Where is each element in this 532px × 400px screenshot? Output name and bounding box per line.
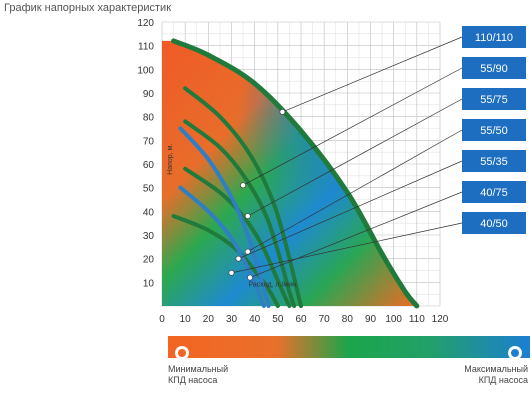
y-tick-label: 10: [143, 278, 155, 289]
legend-box: [462, 119, 526, 141]
max-efficiency-label-line1: Максимальный: [464, 364, 528, 374]
legend-label: 55/90: [480, 63, 508, 75]
curve-55-50: [183, 166, 292, 308]
y-tick-label: 50: [143, 184, 155, 195]
x-tick-label: 110: [409, 314, 425, 325]
legend-label: 40/75: [480, 187, 508, 199]
legend-label: 55/75: [480, 94, 508, 106]
legend-label: 40/50: [480, 218, 508, 230]
curve-marker: [235, 255, 242, 262]
curve-marker: [279, 109, 286, 115]
min-efficiency-label-line1: Минимальный: [168, 364, 229, 374]
x-tick-label: 80: [342, 314, 354, 325]
pump-legend: 110/110 55/90 55/75 55/50 55/35 40/75 40/50: [462, 26, 526, 234]
leader-line: [231, 222, 463, 274]
curve-marker: [247, 274, 253, 281]
leader-line: [282, 36, 463, 113]
x-tick-label: 20: [203, 314, 215, 325]
leader-line: [247, 98, 463, 217]
leader-line: [242, 67, 463, 186]
legend-label: 55/50: [480, 125, 508, 137]
y-tick-label: 20: [143, 255, 155, 266]
leader-lines: [231, 36, 463, 278]
y-tick-label: 70: [143, 136, 155, 147]
min-efficiency-label-line2: КПД насоса: [168, 375, 218, 385]
y-axis-label: Напор, м.: [167, 144, 174, 175]
x-tick-label: 50: [272, 314, 284, 325]
legend-box: [462, 26, 526, 48]
efficiency-scale-bar: [168, 336, 530, 358]
x-tick-label: 30: [226, 314, 238, 325]
curve-marker: [240, 182, 246, 189]
legend-box: [462, 57, 526, 79]
y-tick-label: 80: [143, 113, 155, 124]
y-tick-label: 120: [137, 18, 154, 29]
chart-axes: 0 10 20 30 40 50 60 70 80 90 100 110 120 10 20 30 40 50 60…: [137, 18, 448, 325]
x-tick-label: 100: [385, 314, 402, 325]
y-tick-label: 110: [138, 42, 154, 53]
y-tick-label: 30: [143, 231, 155, 242]
leader-line: [249, 191, 463, 278]
x-tick-label: 60: [295, 314, 307, 325]
x-tick-label: 90: [365, 314, 377, 325]
min-efficiency-label: Минимальный КПД насоса: [168, 364, 228, 386]
legend-box: [462, 181, 526, 203]
y-tick-label: 100: [137, 65, 154, 76]
legend-box: [462, 88, 526, 110]
max-efficiency-label: Максимальный КПД насоса: [458, 364, 528, 386]
curve-110-110: [171, 38, 420, 309]
x-tick-label: 70: [319, 314, 331, 325]
curve-marker: [244, 248, 251, 255]
x-axis-label: Расход, л./мин.: [248, 281, 298, 288]
x-tick-label: 0: [159, 314, 165, 325]
legend-label: 55/35: [480, 156, 508, 168]
legend-box: [462, 212, 526, 234]
leader-line: [247, 129, 463, 252]
chart-title: График напорных характеристик: [4, 2, 172, 14]
curve-55-35: [171, 214, 280, 308]
curve-40-50: [178, 185, 266, 308]
x-tick-label: 40: [249, 314, 261, 325]
curve-40-75: [178, 126, 271, 308]
legend-box: [462, 150, 526, 172]
y-tick-label: 60: [143, 160, 155, 171]
y-tick-label: 40: [143, 207, 155, 218]
max-efficiency-label-line2: КПД насоса: [478, 375, 528, 385]
max-efficiency-icon-inner: [511, 349, 519, 357]
x-tick-label: 120: [432, 314, 449, 325]
curve-55-75: [183, 119, 297, 308]
leader-line: [238, 160, 463, 259]
x-tick-label: 10: [180, 314, 192, 325]
curve-marker: [228, 269, 235, 276]
min-efficiency-icon-inner: [178, 349, 186, 357]
legend-label: 110/110: [475, 32, 513, 44]
y-tick-label: 90: [143, 89, 155, 100]
curve-markers: [228, 109, 286, 281]
curve-marker: [244, 213, 251, 219]
